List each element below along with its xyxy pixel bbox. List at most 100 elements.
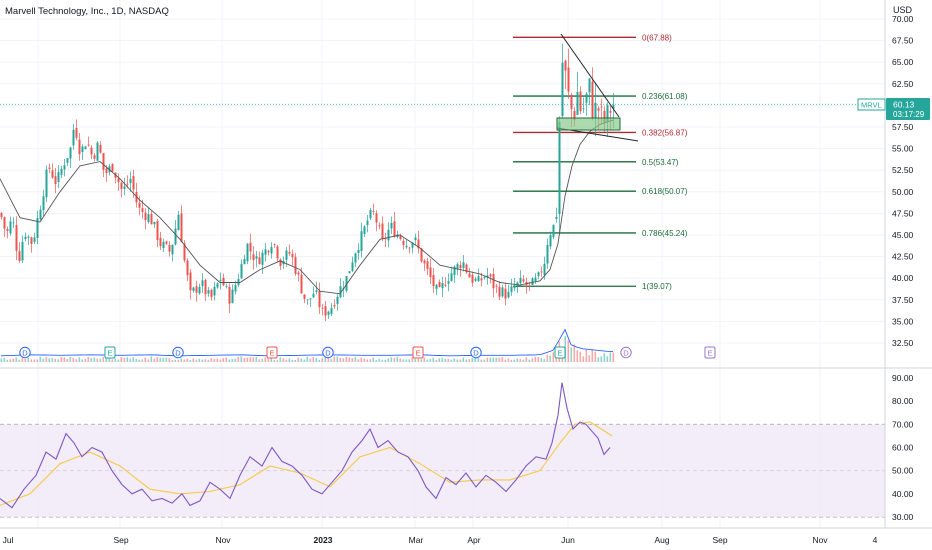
volume-bar	[573, 344, 576, 362]
volume-bar	[465, 359, 468, 362]
fibonacci-levels[interactable]: 0(67.88) 0.236(61.08) 0.382(56.87) 0.5(53.4…	[513, 33, 688, 291]
candle-body	[33, 237, 36, 242]
volume-bar	[279, 357, 282, 362]
volume-bar	[348, 357, 351, 362]
dividend-marker[interactable]: D	[19, 346, 31, 359]
dividend-marker[interactable]: D	[620, 346, 632, 359]
candle-body	[420, 248, 423, 262]
candle-body	[357, 249, 360, 254]
rsi-axis-tick: 90.00	[892, 373, 914, 383]
candle-body	[384, 238, 387, 240]
volume-bar	[600, 356, 603, 362]
dividend-marker[interactable]: D	[322, 346, 334, 359]
candle-body	[321, 307, 324, 309]
candle-body	[279, 259, 282, 267]
volume-bar	[285, 359, 288, 362]
price-axis-tick: 50.00	[892, 187, 914, 197]
time-axis[interactable]: Jul Sep Nov 2023 Mar Apr Jun Aug Sep Nov 4	[3, 535, 878, 545]
volume-bar	[174, 359, 177, 362]
candle-body	[408, 247, 411, 249]
dividend-marker[interactable]: D	[172, 346, 184, 359]
candle-body	[369, 210, 372, 219]
volume-bar	[90, 357, 93, 362]
last-price-badge[interactable]: MRVL 60.13 03:17:29	[857, 98, 930, 120]
earnings-marker[interactable]: E	[104, 346, 116, 359]
candle-body	[429, 267, 432, 278]
candle-body	[228, 286, 231, 304]
candle-body	[570, 94, 573, 110]
volume-bar	[594, 351, 597, 362]
time-axis-label: Nov	[215, 535, 231, 545]
volume-bar	[426, 359, 429, 362]
event-marker-label: D	[623, 349, 629, 358]
earnings-icon	[412, 346, 424, 359]
volume-bar	[396, 356, 399, 362]
volume-bar	[24, 358, 27, 362]
volume-bar	[507, 358, 510, 362]
consolidation-box[interactable]	[556, 117, 621, 131]
volume-bar	[102, 356, 105, 362]
volume-bar	[249, 357, 252, 362]
candle-body	[483, 276, 486, 278]
candle-body	[288, 251, 291, 254]
candle-body	[327, 311, 330, 315]
candle-body	[561, 62, 564, 116]
candle-body	[117, 178, 120, 183]
candle-body	[183, 243, 186, 261]
volume-bar	[252, 357, 255, 362]
volume-bar	[330, 358, 333, 362]
candle-body	[138, 202, 141, 208]
candle-body	[393, 221, 396, 237]
volume-bar	[477, 357, 480, 362]
price-axis[interactable]: 70.00 67.50 65.00 62.50 57.50 55.00 52.50 50.00…	[892, 14, 914, 348]
candle-body	[477, 276, 480, 282]
volume-bar	[408, 359, 411, 362]
earnings-marker[interactable]: E	[412, 346, 424, 359]
candle-body	[261, 252, 264, 265]
rsi-axis[interactable]: 90.00 80.00 70.00 60.00 50.00 40.00 30.00	[892, 373, 914, 522]
rsi-axis-tick: 80.00	[892, 396, 914, 406]
volume-bar	[294, 359, 297, 362]
candle-body	[330, 307, 333, 314]
volume-bar	[222, 358, 225, 362]
earnings-marker[interactable]: E	[704, 346, 716, 359]
time-axis-label: Aug	[654, 535, 669, 545]
volume-bar	[540, 358, 543, 362]
volume-bar	[36, 359, 39, 362]
candle-body	[435, 284, 438, 289]
dividend-icon	[19, 346, 31, 359]
volume-bar	[312, 357, 315, 362]
volume-bar	[333, 356, 336, 362]
trendline-drawings[interactable]	[556, 33, 639, 142]
volume-bar	[177, 359, 180, 362]
candle-body	[45, 169, 48, 198]
earnings-marker[interactable]: E	[266, 346, 278, 359]
upper-trendline[interactable]	[560, 33, 620, 118]
volume-bar	[3, 357, 6, 362]
volume-bar	[6, 359, 9, 362]
candle-body	[474, 278, 477, 281]
volume-bar	[48, 358, 51, 362]
volume-bar	[327, 357, 330, 362]
candle-body	[99, 144, 102, 153]
volume-bar	[417, 358, 420, 362]
candle-body	[36, 217, 39, 238]
volume-bar	[570, 347, 573, 362]
candle-body	[306, 299, 309, 301]
volume-bar	[450, 359, 453, 362]
candle-body	[336, 296, 339, 304]
volume-bar	[438, 358, 441, 362]
dividend-marker[interactable]: D	[470, 346, 482, 359]
volume-bar	[534, 356, 537, 362]
candle-body	[246, 243, 249, 262]
candle-body	[609, 111, 612, 113]
volume-bar	[516, 358, 519, 362]
earnings-marker[interactable]: E	[554, 346, 566, 359]
volume-bar	[192, 358, 195, 362]
volume-bar	[138, 359, 141, 362]
volume-bar	[288, 358, 291, 362]
candle-body	[90, 147, 93, 155]
candle-body	[381, 223, 384, 240]
